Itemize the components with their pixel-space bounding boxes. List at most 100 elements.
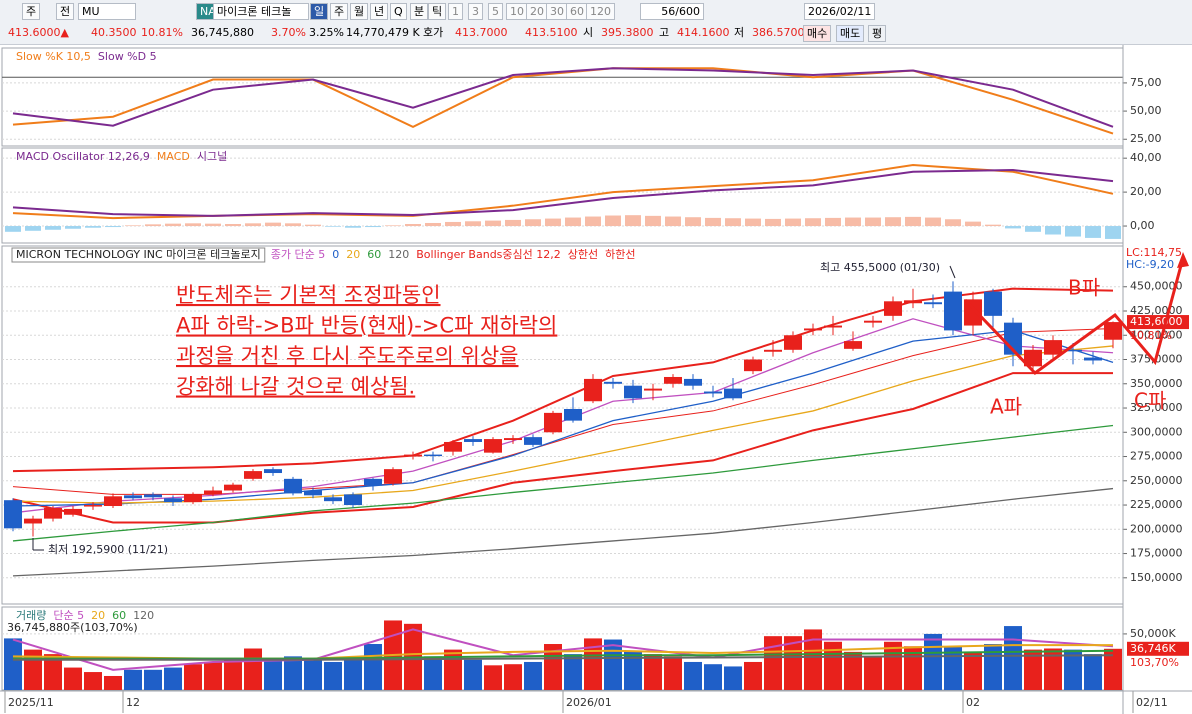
comment-line: A파 하락->B파 반등(현재)->C파 재하락의 — [176, 314, 557, 338]
y-tick-label: 450,0000 — [1130, 280, 1183, 293]
legend-label: 20 — [91, 609, 105, 622]
btn[interactable]: 120 — [586, 3, 615, 20]
volume-bar — [1004, 626, 1022, 690]
btn[interactable]: 10 — [506, 3, 528, 20]
arrow-head — [1177, 252, 1189, 268]
candle-body — [444, 441, 462, 452]
volume-bar — [784, 636, 802, 690]
indicator-line — [13, 649, 1114, 660]
candle-body — [304, 490, 322, 496]
volume-bar — [364, 644, 382, 690]
hc-label: HC:-9,20 — [1126, 258, 1174, 271]
security-name: MICRON TECHNOLOGY INC 마이크론 테크놀로지 — [16, 248, 261, 261]
btn[interactable]: 주 — [22, 3, 41, 20]
legend-label: 거래량 — [16, 609, 46, 622]
volume-bar — [624, 651, 642, 690]
volume-bar — [864, 656, 882, 690]
btn[interactable]: 일 — [310, 3, 329, 20]
volume-bar — [1084, 654, 1102, 690]
oscillator-bar — [545, 218, 561, 227]
oscillator-bar — [685, 217, 701, 227]
candle-body — [1064, 349, 1082, 352]
high-note: 최고 455,5000 (01/30) — [820, 261, 940, 274]
amount: 14,770,479 K — [346, 26, 420, 39]
oscillator-bar — [305, 224, 321, 227]
volume-bar — [844, 651, 862, 690]
volume-bar — [744, 661, 762, 690]
volume-bar — [484, 665, 502, 690]
candle-body — [664, 376, 682, 384]
candle-body — [244, 471, 262, 479]
volume-bar — [264, 659, 282, 690]
volume-bar — [164, 667, 182, 690]
btn[interactable]: 주 — [330, 3, 349, 20]
volume-bar — [1064, 649, 1082, 690]
volume-bar — [1024, 649, 1042, 690]
volume: 36,745,880 — [191, 26, 254, 39]
oscillator-bar — [605, 215, 621, 227]
candle-body — [184, 494, 202, 503]
candle-body — [1044, 340, 1062, 355]
candle-body — [904, 300, 922, 304]
legend-label: MACD — [157, 150, 190, 163]
button[interactable]: 평 — [868, 25, 887, 42]
btn[interactable]: 전 — [56, 3, 75, 20]
oscillator-bar — [885, 217, 901, 227]
candle-body — [124, 495, 142, 499]
volume-summary: 36,745,880주(103,70%) — [7, 621, 138, 634]
label: 고 — [659, 26, 670, 39]
volume-bar — [684, 661, 702, 690]
low-note: 최저 192,5900 (11/21) — [48, 543, 168, 556]
btn[interactable]: 30 — [546, 3, 568, 20]
btn[interactable]: 5 — [488, 3, 503, 20]
oscillator-bar — [505, 219, 521, 227]
sell-button[interactable]: 매도 — [836, 25, 865, 42]
x-tick-label: 2026/01 — [566, 696, 612, 709]
btn[interactable]: 분 — [410, 3, 429, 20]
candle-body — [364, 478, 382, 486]
x-tick-label: 12 — [126, 696, 140, 709]
legend-label: 60 — [112, 609, 126, 622]
legend-label: 종가 단순 5 — [271, 248, 325, 261]
date-field[interactable]: 2026/02/11 — [804, 3, 876, 20]
candle-body — [84, 505, 102, 507]
count-field[interactable]: 56/600 — [640, 3, 704, 20]
btn[interactable]: 1 — [448, 3, 463, 20]
y-tick-label: 300,0000 — [1130, 425, 1183, 438]
name-field[interactable]: 마이크론 테크놀 — [213, 3, 309, 20]
candle-body — [464, 439, 482, 442]
volume-bar — [184, 664, 202, 690]
oscillator-bar — [205, 223, 221, 227]
candle-body — [104, 496, 122, 507]
wave-drawing — [32, 252, 1189, 551]
indicator-line — [12, 424, 1114, 542]
oscillator-bar — [785, 218, 801, 227]
btn[interactable]: 틱 — [428, 3, 447, 20]
indicator-line — [12, 169, 1114, 217]
legend-label: Bollinger Bands중심선 12,2 — [416, 248, 561, 261]
btn[interactable]: Q — [390, 3, 407, 20]
label: 호가 — [423, 26, 444, 39]
legend-label: 120 — [388, 248, 409, 261]
symbol-input[interactable]: MU — [78, 3, 136, 20]
volume-bar — [944, 646, 962, 690]
buy-button[interactable]: 매수 — [803, 25, 832, 42]
comment-line: 강화해 나갈 것으로 예상됨. — [176, 375, 415, 399]
oscillator-bar — [1045, 226, 1061, 235]
volume-bar — [64, 667, 82, 690]
btn[interactable]: 년 — [370, 3, 389, 20]
btn[interactable]: 월 — [350, 3, 369, 20]
btn[interactable]: 3 — [468, 3, 483, 20]
candle-body — [264, 469, 282, 474]
oscillator-bar — [825, 217, 841, 227]
candle-body — [764, 349, 782, 352]
y-tick-label: 50,00 — [1130, 104, 1162, 117]
oscillator-bar — [765, 218, 781, 227]
label: 저 — [734, 26, 745, 39]
low: 386.5700 — [752, 26, 805, 39]
oscillator-bar — [45, 226, 61, 230]
oscillator-bar — [485, 220, 501, 227]
volume-bar — [464, 659, 482, 690]
btn[interactable]: 60 — [566, 3, 588, 20]
btn[interactable]: 20 — [526, 3, 548, 20]
